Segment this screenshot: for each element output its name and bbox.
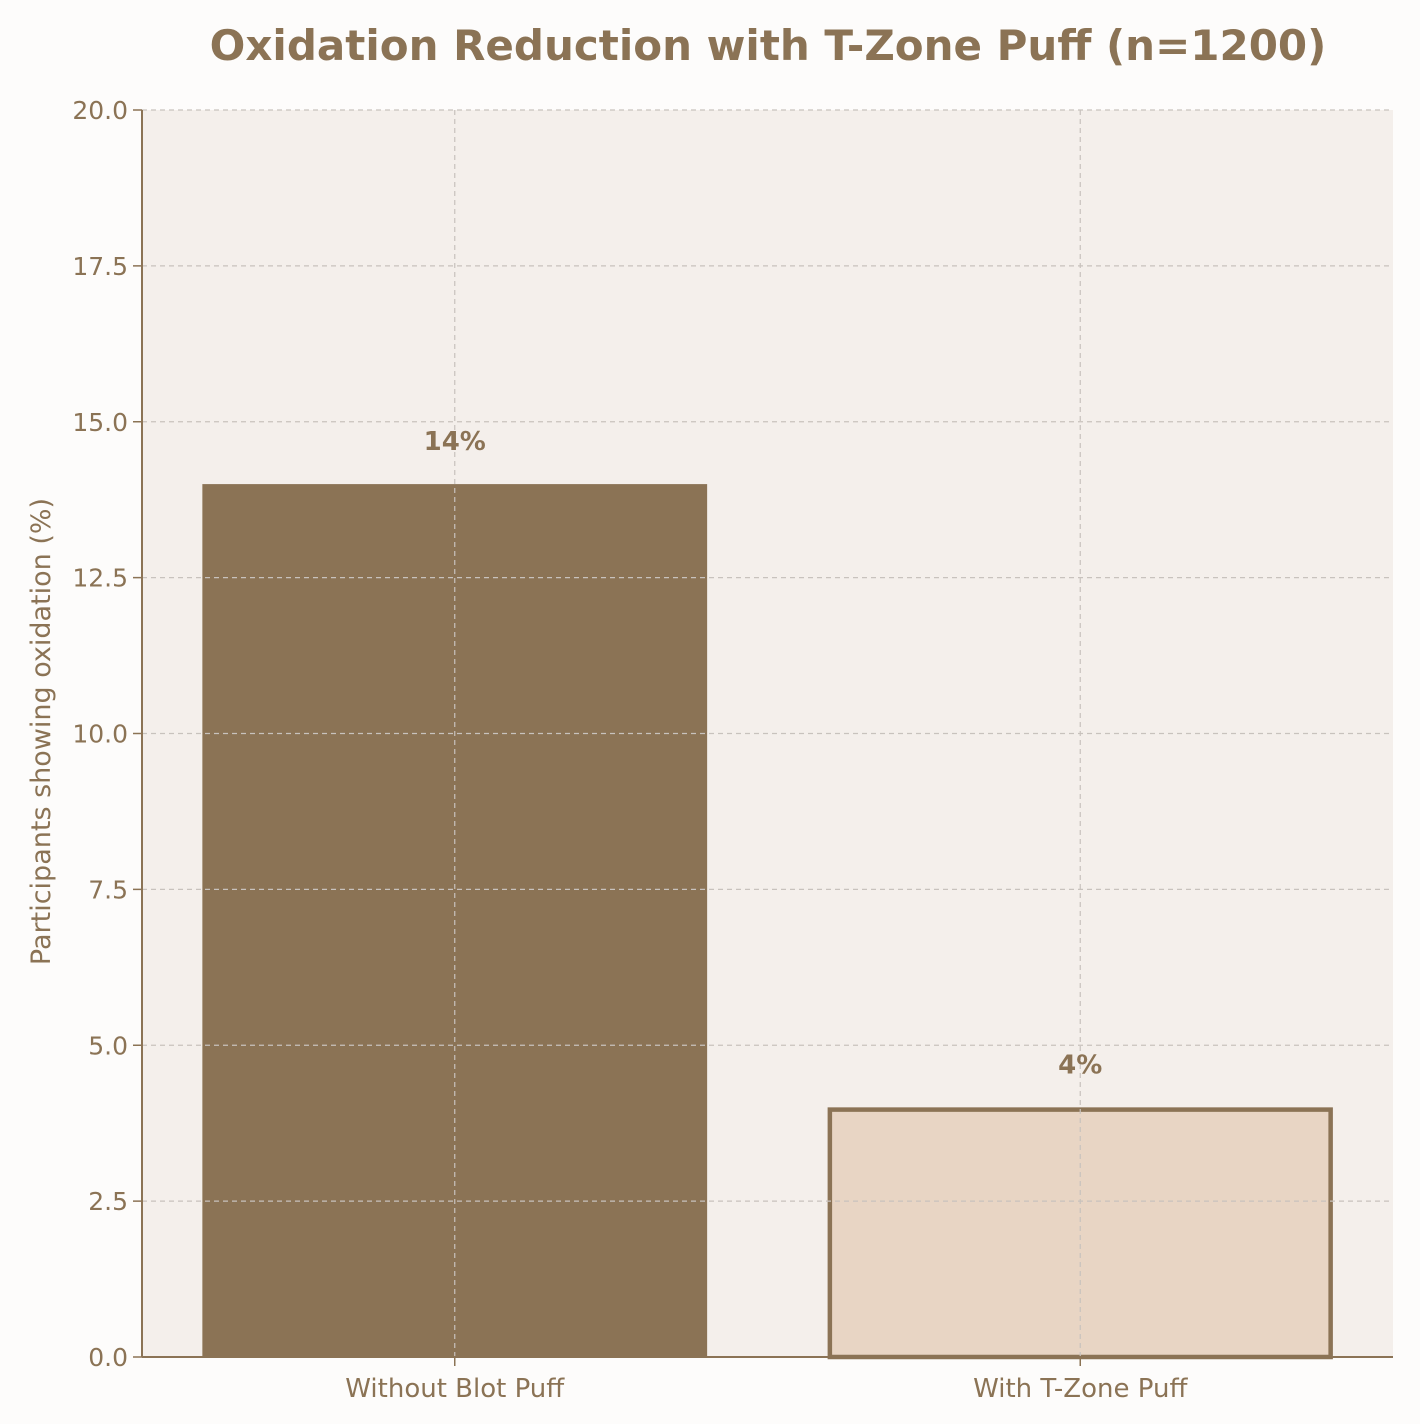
y-tick-label: 5.0 [88,1031,128,1060]
bar-value-label: 4% [1058,1051,1102,1081]
data-labels: 14% 4% [424,427,1103,1081]
x-tick-label: With T-Zone Puff [973,1374,1188,1404]
bar-2 [827,1107,1333,1360]
y-tick-label: 7.5 [88,875,128,904]
y-tick-label: 20.0 [72,96,128,125]
x-tick-label: Without Blot Puff [345,1374,565,1404]
y-tick-label: 10.0 [72,720,128,749]
bar-value-label: 14% [424,427,486,457]
chart-title: Oxidation Reduction with T-Zone Puff (n=… [210,21,1327,70]
y-tick-label: 12.5 [72,564,128,593]
y-tick-label: 15.0 [72,408,128,437]
axes: 0.0 2.5 5.0 7.5 10.0 12.5 15.0 17.5 20.0 Without … [72,96,1393,1404]
y-tick-label: 17.5 [72,252,128,281]
y-tick-label: 0.0 [88,1343,128,1372]
y-tick-label: 2.5 [88,1187,128,1216]
y-axis-label: Participants showing oxidation (%) [26,498,57,965]
